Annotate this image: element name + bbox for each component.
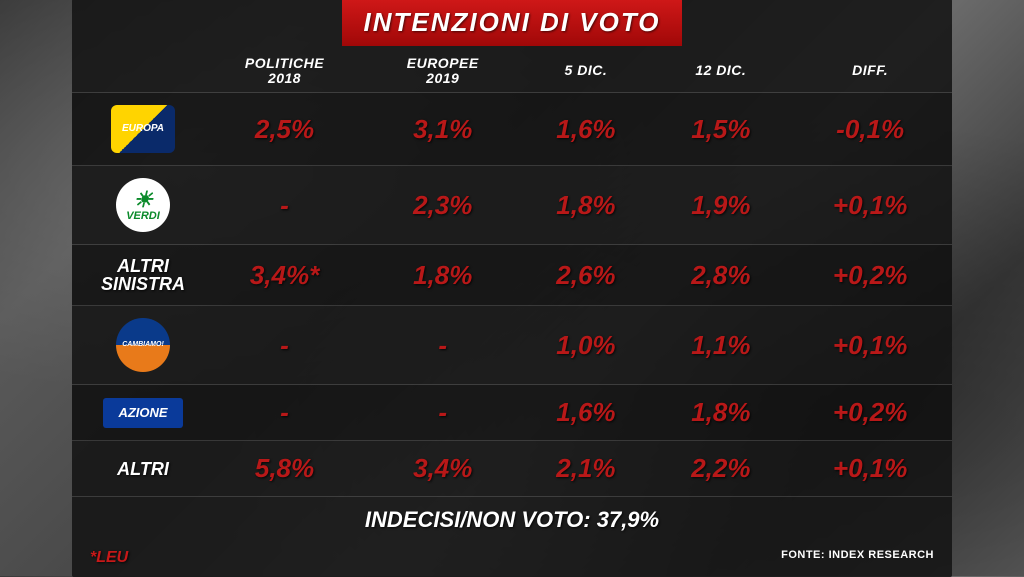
value-cell: 1,6% [518, 385, 653, 441]
note-leu: *LEU [90, 549, 128, 567]
value-cell: +0,1% [788, 441, 952, 497]
party-cell: CAMBIAMO! [72, 306, 202, 385]
value-cell: 5,8% [202, 441, 367, 497]
value-cell: 1,9% [653, 166, 788, 245]
value-cell: 3,4% [367, 441, 518, 497]
table-row: AZIONE--1,6%1,8%+0,2% [72, 385, 952, 441]
value-cell: 3,4%* [202, 245, 367, 306]
party-cell: ☀VERDI [72, 166, 202, 245]
note-source: FONTE: INDEX RESEARCH [781, 549, 934, 567]
party-cell: EUROPA [72, 93, 202, 166]
table-row: EUROPA 2,5%3,1%1,6%1,5%-0,1% [72, 93, 952, 166]
party-logo: CAMBIAMO! [116, 318, 170, 372]
table-row: ☀VERDI-2,3%1,8%1,9%+0,1% [72, 166, 952, 245]
value-cell: 1,8% [518, 166, 653, 245]
value-cell: 2,1% [518, 441, 653, 497]
value-cell: 1,8% [367, 245, 518, 306]
value-cell: +0,1% [788, 166, 952, 245]
poll-panel: INTENZIONI DI VOTO POLITICHE2018 EUROPEE… [72, 0, 952, 577]
value-cell: +0,2% [788, 245, 952, 306]
value-cell: - [202, 306, 367, 385]
party-cell: AZIONE [72, 385, 202, 441]
value-cell: 1,0% [518, 306, 653, 385]
value-cell: -0,1% [788, 93, 952, 166]
value-cell: +0,1% [788, 306, 952, 385]
undecided-text: INDECISI/NON VOTO: 37,9% [72, 497, 952, 544]
header-row: POLITICHE2018 EUROPEE2019 5 DIC. 12 DIC.… [72, 46, 952, 93]
value-cell: 3,1% [367, 93, 518, 166]
party-logo: ☀VERDI [116, 178, 170, 232]
value-cell: 1,8% [653, 385, 788, 441]
table-row: CAMBIAMO!--1,0%1,1%+0,1% [72, 306, 952, 385]
value-cell: 2,5% [202, 93, 367, 166]
value-cell: 2,8% [653, 245, 788, 306]
header-12dic: 12 DIC. [653, 46, 788, 93]
header-empty [72, 46, 202, 93]
value-cell: 2,6% [518, 245, 653, 306]
value-cell: 2,3% [367, 166, 518, 245]
value-cell: +0,2% [788, 385, 952, 441]
value-cell: - [202, 385, 367, 441]
poll-table: POLITICHE2018 EUROPEE2019 5 DIC. 12 DIC.… [72, 46, 952, 544]
party-label: ALTRISINISTRA [90, 257, 196, 293]
value-cell: - [367, 306, 518, 385]
value-cell: - [202, 166, 367, 245]
table-row: ALTRISINISTRA3,4%*1,8%2,6%2,8%+0,2% [72, 245, 952, 306]
value-cell: 2,2% [653, 441, 788, 497]
footer-row: INDECISI/NON VOTO: 37,9% [72, 497, 952, 544]
panel-title: INTENZIONI DI VOTO [342, 0, 682, 46]
bottom-notes: *LEU FONTE: INDEX RESEARCH [72, 543, 952, 577]
header-europee: EUROPEE2019 [367, 46, 518, 93]
value-cell: 1,6% [518, 93, 653, 166]
value-cell: - [367, 385, 518, 441]
party-label: ALTRI [90, 460, 196, 478]
header-diff: DIFF. [788, 46, 952, 93]
party-cell: ALTRI [72, 441, 202, 497]
table-row: ALTRI 5,8%3,4%2,1%2,2%+0,1% [72, 441, 952, 497]
header-politiche: POLITICHE2018 [202, 46, 367, 93]
party-logo: EUROPA [111, 105, 175, 153]
value-cell: 1,1% [653, 306, 788, 385]
party-logo: AZIONE [103, 398, 183, 428]
party-cell: ALTRISINISTRA [72, 245, 202, 306]
header-5dic: 5 DIC. [518, 46, 653, 93]
value-cell: 1,5% [653, 93, 788, 166]
